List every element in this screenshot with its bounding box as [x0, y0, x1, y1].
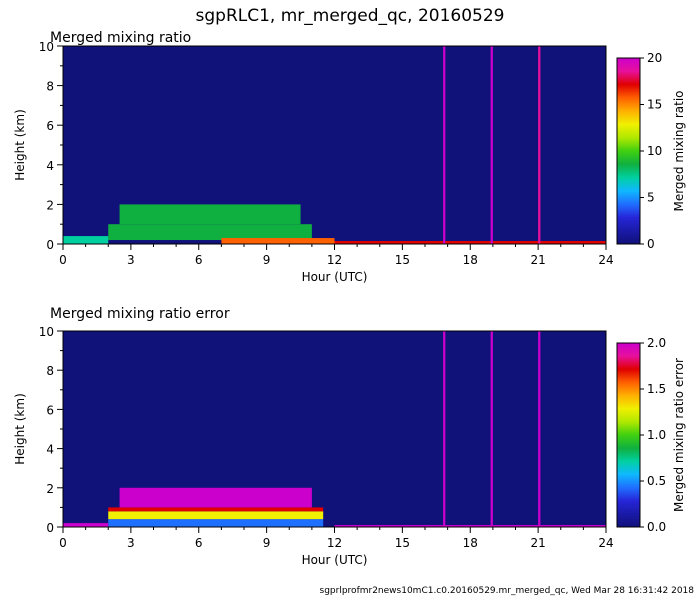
data-region-4: [63, 523, 109, 527]
y-tick-label: 2: [46, 482, 54, 496]
data-region-1: [108, 511, 324, 520]
y-tick-label: 4: [46, 159, 54, 173]
data-region-7: [490, 331, 493, 527]
colorbar-tick-label: 1.0: [647, 428, 666, 442]
colorbar-label: Merged mixing ratio error: [672, 358, 686, 512]
y-tick-label: 6: [46, 119, 54, 133]
colorbar-label: Merged mixing ratio: [672, 90, 686, 211]
data-region-2: [63, 236, 109, 244]
x-axis-label: Hour (UTC): [302, 270, 368, 284]
x-tick-label: 15: [395, 536, 410, 550]
x-tick-label: 24: [598, 253, 613, 267]
x-tick-label: 18: [463, 536, 478, 550]
colorbar: [616, 57, 641, 245]
colorbar-tick-label: 5: [647, 191, 655, 205]
x-tick-label: 18: [463, 253, 478, 267]
colorbar: [616, 342, 641, 528]
x-tick-label: 15: [395, 253, 410, 267]
panel-title: Merged mixing ratio: [50, 30, 191, 46]
colorbar-tick-label: 10: [647, 144, 662, 158]
panel-title: Merged mixing ratio error: [50, 306, 230, 322]
x-tick-label: 0: [59, 536, 67, 550]
x-tick-label: 3: [127, 536, 135, 550]
data-region-5: [443, 46, 446, 244]
x-tick-label: 21: [530, 253, 545, 267]
y-tick-label: 10: [39, 40, 54, 54]
data-region-0: [108, 519, 324, 527]
data-region-3: [221, 238, 335, 244]
x-tick-label: 9: [263, 536, 271, 550]
colorbar-tick-label: 0: [647, 237, 655, 251]
figure-footer: sgprlprofmr2news10mC1.c0.20160529.mr_mer…: [320, 586, 695, 596]
x-tick-label: 3: [127, 253, 135, 267]
colorbar-tick-label: 0.5: [647, 474, 666, 488]
colorbar-tick-label: 0.0: [647, 520, 666, 534]
y-tick-label: 8: [46, 80, 54, 94]
colorbar-tick-label: 2.0: [647, 336, 666, 350]
y-axis-label: Height (km): [13, 393, 27, 464]
data-region-6: [490, 46, 493, 244]
x-tick-label: 6: [195, 536, 203, 550]
x-tick-label: 24: [598, 536, 613, 550]
x-tick-label: 21: [530, 536, 545, 550]
y-tick-label: 2: [46, 198, 54, 212]
x-tick-label: 0: [59, 253, 67, 267]
x-axis-label: Hour (UTC): [302, 553, 368, 567]
data-region-1: [119, 204, 301, 225]
x-tick-label: 6: [195, 253, 203, 267]
colorbar-tick-label: 1.5: [647, 382, 666, 396]
data-region-2: [108, 507, 324, 512]
y-axis-label: Height (km): [13, 109, 27, 180]
data-region-6: [443, 331, 446, 527]
y-tick-label: 4: [46, 443, 54, 457]
y-tick-label: 8: [46, 364, 54, 378]
data-region-7: [538, 46, 541, 244]
y-tick-label: 0: [46, 521, 54, 535]
x-tick-label: 12: [327, 253, 342, 267]
data-region-0: [108, 224, 312, 241]
colorbar-tick-label: 20: [647, 51, 662, 65]
y-tick-label: 0: [46, 238, 54, 252]
data-region-4: [334, 241, 606, 244]
colorbar-tick-label: 15: [647, 98, 662, 112]
data-region-8: [538, 331, 541, 527]
data-region-3: [119, 487, 312, 508]
x-tick-label: 12: [327, 536, 342, 550]
x-tick-label: 9: [263, 253, 271, 267]
data-region-5: [334, 525, 606, 527]
y-tick-label: 10: [39, 325, 54, 339]
y-tick-label: 6: [46, 403, 54, 417]
figure-title: sgpRLC1, mr_merged_qc, 20160529: [196, 6, 505, 26]
